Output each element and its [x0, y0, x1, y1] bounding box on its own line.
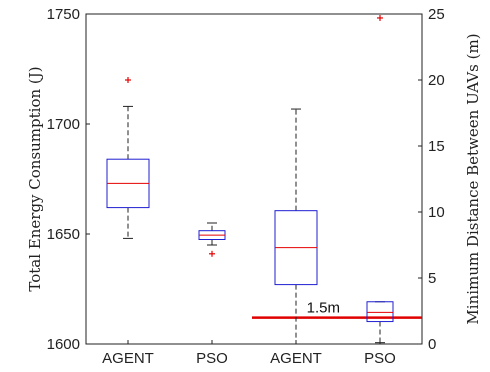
reference-line-label: 1.5m [307, 300, 340, 317]
left-axis-tick-label: 1600 [47, 336, 80, 353]
plot-frame [85, 13, 423, 345]
left-axis-tick-label: 1650 [47, 226, 80, 243]
x-axis-tick-label: AGENT [270, 350, 322, 367]
box [366, 301, 394, 323]
right-axis-tick-label: 15 [428, 138, 445, 155]
left-axis-tick-label: 1700 [47, 116, 80, 133]
right-axis-tick-label: 25 [428, 6, 445, 23]
x-axis-tick-label: AGENT [102, 350, 154, 367]
left-axis-title: Total Energy Consumption (J) [26, 66, 44, 291]
right-axis-tick-label: 0 [428, 336, 436, 353]
right-axis-tick-label: 5 [428, 270, 436, 287]
right-axis-title: Minimum Distance Between UAVs (m) [464, 33, 482, 324]
left-axis-tick-label: 1750 [47, 6, 80, 23]
x-axis-tick-label: PSO [196, 350, 228, 367]
right-axis-tick-label: 20 [428, 72, 445, 89]
right-axis-tick-label: 10 [428, 204, 445, 221]
x-axis-tick-label: PSO [364, 350, 396, 367]
